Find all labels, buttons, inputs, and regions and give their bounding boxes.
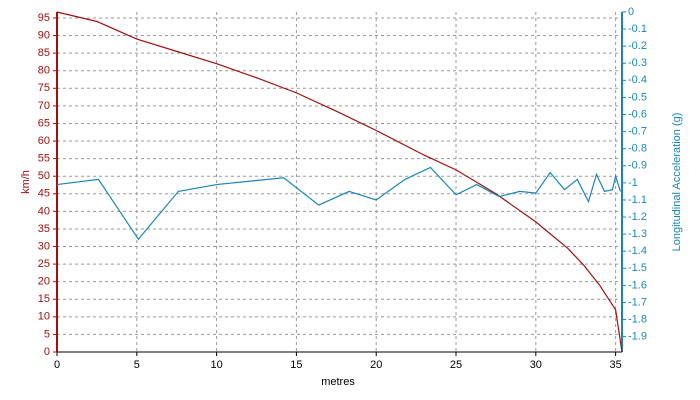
y2-tick-label: -0.2	[628, 40, 647, 52]
y-tick-label: 40	[38, 205, 50, 217]
y2-tick-label: -1.8	[628, 313, 647, 325]
y2-tick-label: -1.1	[628, 194, 647, 206]
y2-tick-label: -0.9	[628, 160, 647, 172]
y2-tick-label: -1.4	[628, 245, 647, 257]
y-tick-label: 10	[38, 311, 50, 323]
y2-tick-label: -0.8	[628, 143, 647, 155]
series-line	[56, 11, 623, 353]
y-tick-label: 65	[38, 117, 50, 129]
y-tick-label: 95	[38, 12, 50, 24]
y-tick-label: 20	[38, 276, 50, 288]
y-tick-label: 0	[44, 346, 50, 358]
y2-tick-label: -0.4	[628, 74, 647, 86]
x-tick-label: 5	[134, 359, 140, 371]
series-line	[56, 166, 621, 241]
y2-tick-label: -1.9	[628, 331, 647, 343]
y-tick-label: 75	[38, 82, 50, 94]
y-tick-label: 60	[38, 135, 50, 147]
y2-tick-label: 0	[628, 6, 634, 18]
y2-axis-label: Longitudinal Acceleration (g)	[671, 113, 683, 252]
x-axis-label: metres	[321, 376, 355, 388]
x-tick-label: 30	[530, 359, 542, 371]
y-tick-label: 70	[38, 100, 50, 112]
y2-tick-label: -0.5	[628, 91, 647, 103]
y-tick-label: 15	[38, 293, 50, 305]
x-tick-label: 25	[450, 359, 462, 371]
y2-tick-label: -1	[628, 177, 638, 189]
y-tick-label: 35	[38, 223, 50, 235]
y2-tick-label: -1.3	[628, 228, 647, 240]
y2-tick-label: -1.2	[628, 211, 647, 223]
x-tick-label: 35	[609, 359, 621, 371]
y-tick-label: 85	[38, 47, 50, 59]
y2-tick-label: -0.7	[628, 126, 647, 138]
y2-tick-label: -0.1	[628, 23, 647, 35]
y-tick-label: 5	[44, 328, 50, 340]
y-tick-label: 30	[38, 240, 50, 252]
y2-tick-label: -0.3	[628, 57, 647, 69]
y2-tick-label: -0.6	[628, 108, 647, 120]
y-axis-label: km/h	[20, 170, 32, 194]
x-tick-label: 15	[290, 359, 302, 371]
y-tick-label: 80	[38, 65, 50, 77]
y-tick-label: 90	[38, 29, 50, 41]
y2-tick-label: -1.5	[628, 262, 647, 274]
y-tick-label: 25	[38, 258, 50, 270]
y-tick-label: 50	[38, 170, 50, 182]
y2-tick-label: -1.7	[628, 296, 647, 308]
y-tick-label: 55	[38, 153, 50, 165]
y2-tick-label: -1.6	[628, 279, 647, 291]
x-tick-label: 0	[54, 359, 60, 371]
y-tick-label: 45	[38, 188, 50, 200]
x-tick-label: 10	[210, 359, 222, 371]
x-tick-label: 20	[370, 359, 382, 371]
